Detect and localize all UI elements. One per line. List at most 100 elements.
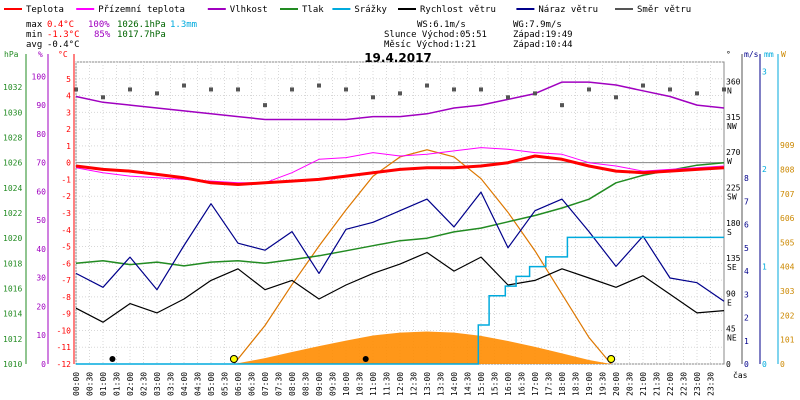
solar-tick: 707 bbox=[780, 190, 795, 199]
x-tick-label: 04:00 bbox=[180, 372, 189, 396]
temperature-tick: -2 bbox=[61, 192, 71, 201]
direction-tick: 135 bbox=[726, 254, 741, 263]
stat-max-temp: 0.4°C bbox=[47, 20, 74, 30]
solar-area bbox=[233, 331, 612, 364]
pressure-tick: 1014 bbox=[3, 310, 22, 319]
wind-tick: 4 bbox=[744, 267, 749, 276]
x-tick-label: 10:30 bbox=[356, 372, 365, 396]
x-tick-label: 13:00 bbox=[423, 372, 432, 396]
x-tick-label: 03:00 bbox=[153, 372, 162, 396]
temperature-tick: -7 bbox=[61, 276, 71, 285]
humidity-tick: 80 bbox=[36, 130, 46, 139]
temperature-tick: -11 bbox=[57, 343, 72, 352]
stat-min-temp: -1.3°C bbox=[47, 30, 80, 40]
x-tick-label: 10:00 bbox=[342, 372, 351, 396]
x-tick-label: 06:30 bbox=[248, 372, 257, 396]
temperature-tick: 3 bbox=[66, 108, 71, 117]
unit-temperature: °C bbox=[58, 50, 68, 59]
unit-solar: W bbox=[781, 50, 786, 59]
legend-entry: Přízemní teplota bbox=[98, 5, 185, 15]
solar-tick: 0 bbox=[780, 360, 785, 369]
direction-tick: 90 bbox=[726, 289, 736, 298]
ground-temperature-line bbox=[75, 147, 725, 184]
stat-wind-speed: WS:6.1m/s bbox=[417, 20, 466, 30]
compass-tick: SW bbox=[727, 193, 737, 202]
x-tick-label: 11:30 bbox=[383, 372, 392, 396]
x-tick-label: 00:00 bbox=[72, 372, 81, 396]
humidity-tick: 20 bbox=[36, 302, 46, 311]
temperature-tick: -9 bbox=[61, 310, 71, 319]
wind-direction-point bbox=[695, 91, 699, 96]
wind-tick: 5 bbox=[744, 244, 749, 253]
wind-speed-line bbox=[75, 251, 725, 323]
x-tick-label: 11:00 bbox=[369, 372, 378, 396]
x-tick-label: 22:00 bbox=[666, 372, 675, 396]
humidity-tick: 90 bbox=[36, 101, 46, 110]
unit-direction: ° bbox=[726, 50, 731, 59]
solar-tick: 505 bbox=[780, 238, 795, 247]
sun-marker bbox=[229, 355, 238, 363]
x-tick-label: 09:00 bbox=[315, 372, 324, 396]
x-tick-label: 20:00 bbox=[612, 372, 621, 396]
compass-tick: SE bbox=[727, 263, 737, 272]
temperature-tick: -5 bbox=[61, 243, 71, 252]
temperature-tick: -8 bbox=[61, 293, 71, 302]
x-tick-label: 16:00 bbox=[504, 372, 513, 396]
x-tick-label: 14:00 bbox=[450, 372, 459, 396]
x-tick-label: 15:00 bbox=[477, 372, 486, 396]
solar-tick: 909 bbox=[780, 141, 795, 150]
sun-marker bbox=[607, 355, 616, 363]
x-tick-label: 23:30 bbox=[707, 372, 716, 396]
wind-direction-point bbox=[398, 91, 402, 96]
solar-radiation-series bbox=[109, 149, 616, 365]
pressure-tick: 1026 bbox=[3, 159, 22, 168]
solar-tick: 808 bbox=[780, 165, 795, 174]
temperature-tick: -10 bbox=[57, 326, 72, 335]
wind-direction-point bbox=[101, 95, 105, 100]
compass-tick: S bbox=[727, 228, 732, 237]
wind-tick: 7 bbox=[744, 197, 749, 206]
grid-lines bbox=[75, 61, 724, 365]
humidity-tick: 10 bbox=[36, 331, 46, 340]
wind-direction-point bbox=[614, 95, 618, 100]
x-tick-label: 19:30 bbox=[599, 372, 608, 396]
x-tick-label: 13:30 bbox=[437, 372, 446, 396]
temperature-tick: -3 bbox=[61, 209, 71, 218]
x-tick-label: 23:00 bbox=[693, 372, 702, 396]
x-tick-label: 02:30 bbox=[140, 372, 149, 396]
temperature-tick: 2 bbox=[66, 125, 71, 134]
moon-marker bbox=[362, 356, 369, 362]
temperature-tick: 5 bbox=[66, 75, 71, 84]
direction-tick: 360 bbox=[726, 78, 741, 87]
x-tick-label: 03:30 bbox=[167, 372, 176, 396]
pressure-tick: 1010 bbox=[3, 360, 22, 369]
unit-wind: m/s bbox=[744, 50, 759, 59]
stat-max-rain: 1.3mm bbox=[170, 20, 197, 30]
x-tick-label: 08:30 bbox=[302, 372, 311, 396]
direction-tick: 315 bbox=[726, 113, 741, 122]
temperature-tick: 4 bbox=[66, 92, 71, 101]
x-tick-label: 09:30 bbox=[329, 372, 338, 396]
x-tick-label: 05:00 bbox=[207, 372, 216, 396]
temperature-line bbox=[75, 154, 725, 186]
solar-tick: 101 bbox=[780, 336, 795, 345]
wind-direction-point bbox=[587, 87, 591, 92]
temperature-tick: -4 bbox=[61, 226, 71, 235]
pressure-tick: 1020 bbox=[3, 234, 22, 243]
wind-tick: 0 bbox=[744, 360, 749, 369]
x-tick-label: 21:00 bbox=[639, 372, 648, 396]
wind-direction-point bbox=[668, 87, 672, 92]
stat-min-label: min bbox=[26, 30, 42, 40]
temperature-tick: -6 bbox=[61, 259, 71, 268]
humidity-tick: 60 bbox=[36, 187, 46, 196]
solar-tick: 303 bbox=[780, 287, 795, 296]
temperature-tick: -12 bbox=[57, 360, 72, 369]
x-tick-label: 18:00 bbox=[558, 372, 567, 396]
humidity-tick: 50 bbox=[36, 216, 46, 225]
x-tick-label: 12:00 bbox=[396, 372, 405, 396]
legend: Teplota Přízemní teplota Vlhkost Tlak Srážky… bbox=[4, 5, 691, 15]
pressure-tick: 1018 bbox=[3, 259, 22, 268]
compass-tick: NW bbox=[727, 122, 737, 131]
rain-tick: 3 bbox=[762, 68, 767, 77]
wind-direction-point bbox=[155, 91, 159, 96]
